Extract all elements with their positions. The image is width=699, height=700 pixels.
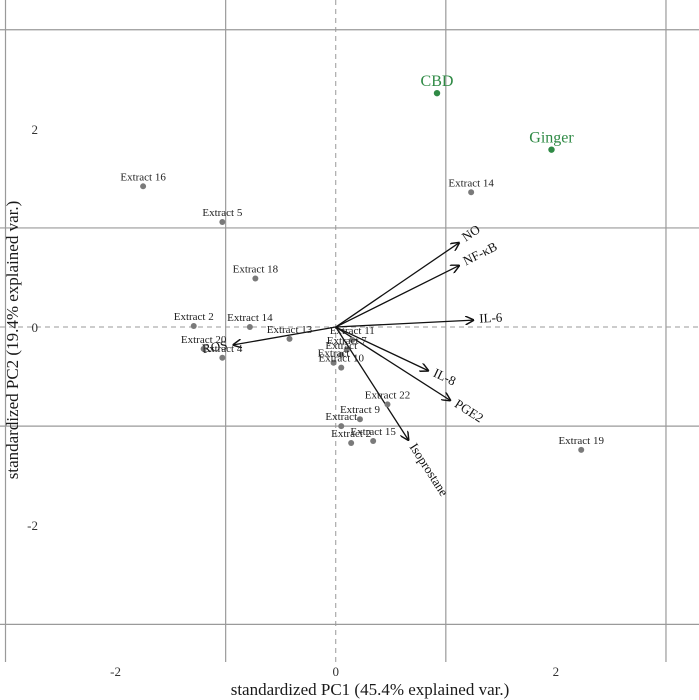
point-label: Extract 5 <box>202 207 243 219</box>
y-tick-label: -2 <box>27 518 38 533</box>
point-label: Extract 20 <box>181 334 227 346</box>
point-label: Extract 16 <box>120 171 166 183</box>
point-label: Extract 11 <box>330 325 375 337</box>
vector-label: PGE2 <box>452 396 486 425</box>
grid <box>0 0 699 662</box>
point-label: Extract 9 <box>340 404 381 416</box>
data-point <box>338 423 345 430</box>
point-label: Extract <box>325 340 357 352</box>
point-label: Extract 2 <box>331 428 371 440</box>
data-point <box>338 364 345 371</box>
data-point <box>348 439 355 446</box>
data-point <box>200 345 207 352</box>
point-label: Extract 14 <box>227 312 273 324</box>
x-axis-title: standardized PC1 (45.4% explained var.) <box>231 680 510 699</box>
vector-label: NO <box>459 221 483 244</box>
point-label: Extract 19 <box>558 435 604 447</box>
data-point <box>219 354 226 361</box>
data-point <box>219 218 226 225</box>
highlighted-point <box>433 89 441 97</box>
data-point <box>356 416 363 423</box>
highlighted-point-label: CBD <box>421 73 454 90</box>
data-point <box>578 446 585 453</box>
point-label: Extract <box>325 411 357 423</box>
loading-vector <box>335 243 459 328</box>
x-tick-label: 0 <box>332 664 339 679</box>
y-axis-title: standardized PC2 (19.4% explained var.) <box>3 201 22 480</box>
highlighted-points: CBD Ginger <box>421 73 574 153</box>
loading-vector <box>335 320 474 328</box>
point-label: Extract 15 <box>350 426 396 438</box>
data-point <box>140 183 147 190</box>
vector-label: Isoprostane <box>407 440 452 499</box>
data-point <box>252 275 259 282</box>
point-label: Extract 10 <box>318 353 364 365</box>
point-label: Extract 13 <box>267 324 313 336</box>
highlighted-point <box>548 146 555 153</box>
vector-label: IL-6 <box>479 310 503 326</box>
point-label: Extract 2 <box>174 311 214 323</box>
loading-vector <box>335 326 428 371</box>
loading-vector <box>335 266 459 328</box>
tick-labels: -2 0 2 -2 0 2 <box>27 122 559 679</box>
data-point <box>384 401 391 408</box>
vector-label: ROS <box>201 337 228 356</box>
point-label: Extract 22 <box>365 389 411 401</box>
x-tick-label: -2 <box>110 664 121 679</box>
data-point <box>330 359 337 366</box>
point-label: Extract 14 <box>448 177 494 189</box>
data-point <box>338 351 345 358</box>
loading-vector <box>233 326 336 345</box>
loading-vector <box>335 326 409 440</box>
point-label: Extract <box>318 348 350 360</box>
vector-label: IL-8 <box>431 365 458 388</box>
y-tick-label: 2 <box>32 122 39 137</box>
data-point <box>190 323 197 330</box>
data-point <box>468 189 475 196</box>
data-point <box>349 336 356 343</box>
data-point <box>246 324 253 331</box>
x-tick-label: 2 <box>553 664 560 679</box>
point-label: Extract 18 <box>233 263 279 275</box>
point-label: Extract 7 <box>327 335 368 347</box>
data-point <box>343 346 350 353</box>
highlighted-point-label: Ginger <box>529 130 574 147</box>
point-label: Extract 4 <box>202 343 243 355</box>
y-tick-label: 0 <box>32 320 39 335</box>
sample-points: Extract 16 Extract 5 Extract 14 Extract 18 E… <box>120 171 604 453</box>
data-point <box>370 438 377 445</box>
data-point <box>286 335 293 342</box>
